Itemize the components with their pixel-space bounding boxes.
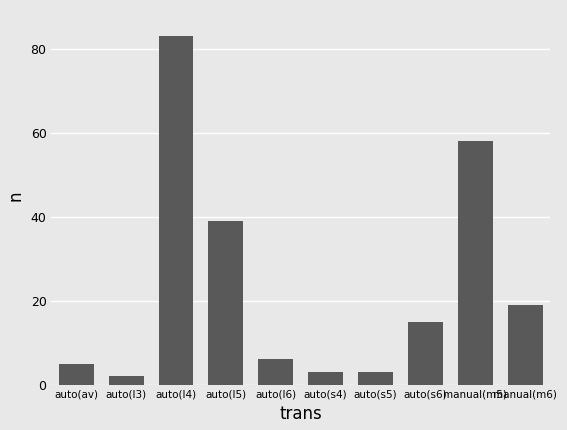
Bar (59, 364, 94, 385)
X-axis label: trans: trans (280, 405, 322, 423)
Bar (259, 359, 293, 385)
Bar (507, 305, 543, 385)
Bar (308, 372, 343, 385)
Y-axis label: n: n (7, 190, 25, 201)
Bar (159, 36, 193, 385)
Bar (458, 141, 493, 385)
Bar (109, 376, 143, 385)
Bar (209, 221, 243, 385)
Bar (408, 322, 443, 385)
Bar (358, 372, 393, 385)
